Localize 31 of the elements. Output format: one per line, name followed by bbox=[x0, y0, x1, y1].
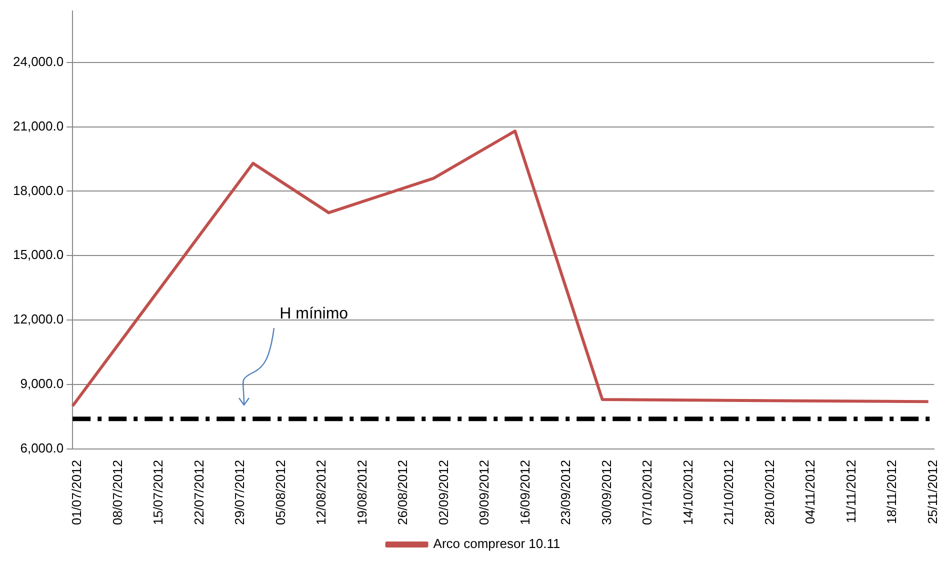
y-tick-label: 9,000.0 bbox=[20, 376, 64, 392]
legend-label: Arco compresor 10.11 bbox=[433, 536, 560, 552]
y-tick-label: 18,000.0 bbox=[12, 182, 64, 198]
x-tick-label: 07/10/2012 bbox=[640, 460, 655, 526]
x-tick-label: 12/08/2012 bbox=[314, 460, 329, 526]
x-tick-label: 18/11/2012 bbox=[884, 460, 900, 524]
y-tick-label: 12,000.0 bbox=[12, 312, 64, 327]
x-tick-label: 26/08/2012 bbox=[395, 460, 410, 526]
x-tick-label: 11/11/2012 bbox=[843, 460, 858, 524]
x-tick-label: 01/07/2012 bbox=[69, 460, 84, 526]
y-tick-label: 6,000.0 bbox=[20, 440, 64, 456]
x-tick-label: 23/09/2012 bbox=[558, 460, 574, 526]
ref-line-label: H mínimo bbox=[280, 305, 348, 322]
x-tick-label: 28/10/2012 bbox=[762, 460, 777, 526]
x-tick-label: 25/11/2012 bbox=[924, 460, 940, 524]
y-tick-label: 21,000.0 bbox=[12, 118, 64, 134]
x-tick-label: 02/09/2012 bbox=[436, 460, 451, 526]
y-tick-label: 24,000.0 bbox=[12, 54, 64, 69]
x-tick-label: 21/10/2012 bbox=[721, 460, 736, 526]
x-tick-label: 04/11/2012 bbox=[802, 460, 818, 524]
x-tick-label: 29/07/2012 bbox=[232, 460, 248, 526]
x-tick-label: 19/08/2012 bbox=[354, 460, 370, 526]
y-tick-label: 15,000.0 bbox=[12, 247, 64, 262]
x-tick-label: 05/08/2012 bbox=[272, 460, 288, 526]
x-tick-label: 09/09/2012 bbox=[476, 460, 492, 526]
x-tick-label: 08/07/2012 bbox=[110, 460, 125, 526]
x-tick-label: 30/09/2012 bbox=[598, 460, 614, 526]
x-tick-label: 14/10/2012 bbox=[680, 460, 696, 526]
x-tick-label: 22/07/2012 bbox=[191, 460, 206, 526]
x-tick-label: 16/09/2012 bbox=[517, 460, 532, 526]
x-tick-label: 15/07/2012 bbox=[150, 460, 166, 526]
